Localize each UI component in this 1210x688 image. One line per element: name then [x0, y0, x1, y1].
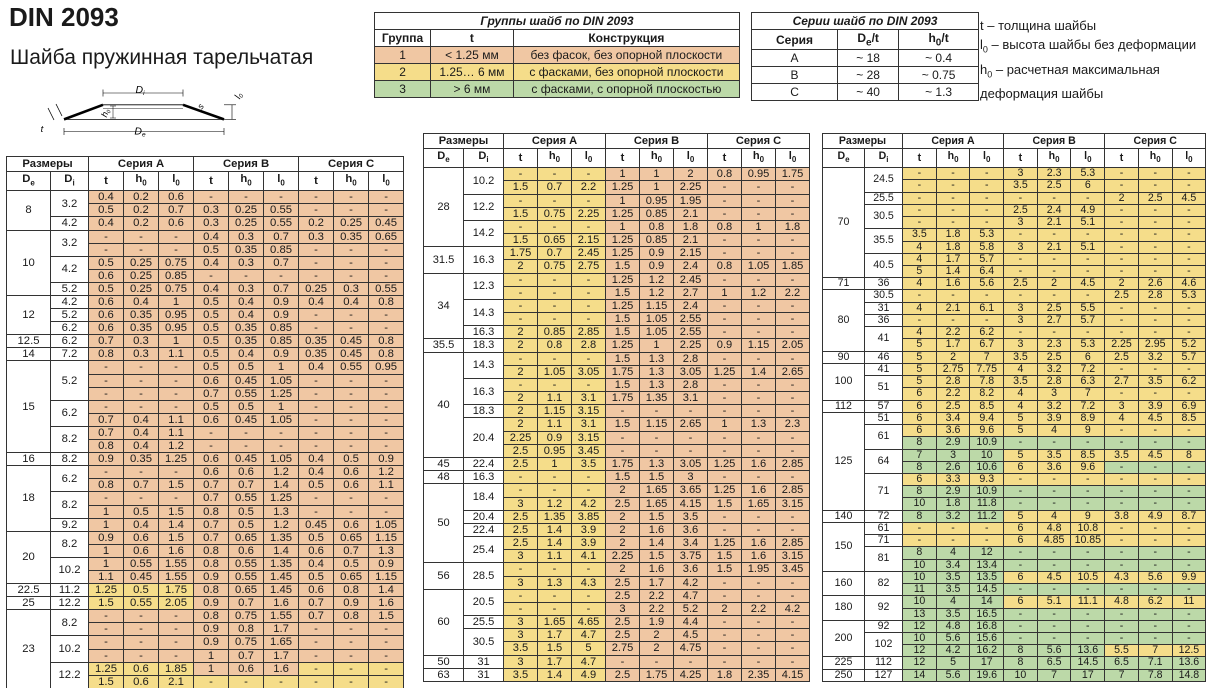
svg-text:t: t [41, 124, 44, 135]
svg-text:Di: Di [135, 84, 145, 97]
svg-text:De: De [134, 126, 146, 139]
svg-text:l0: l0 [233, 91, 246, 101]
